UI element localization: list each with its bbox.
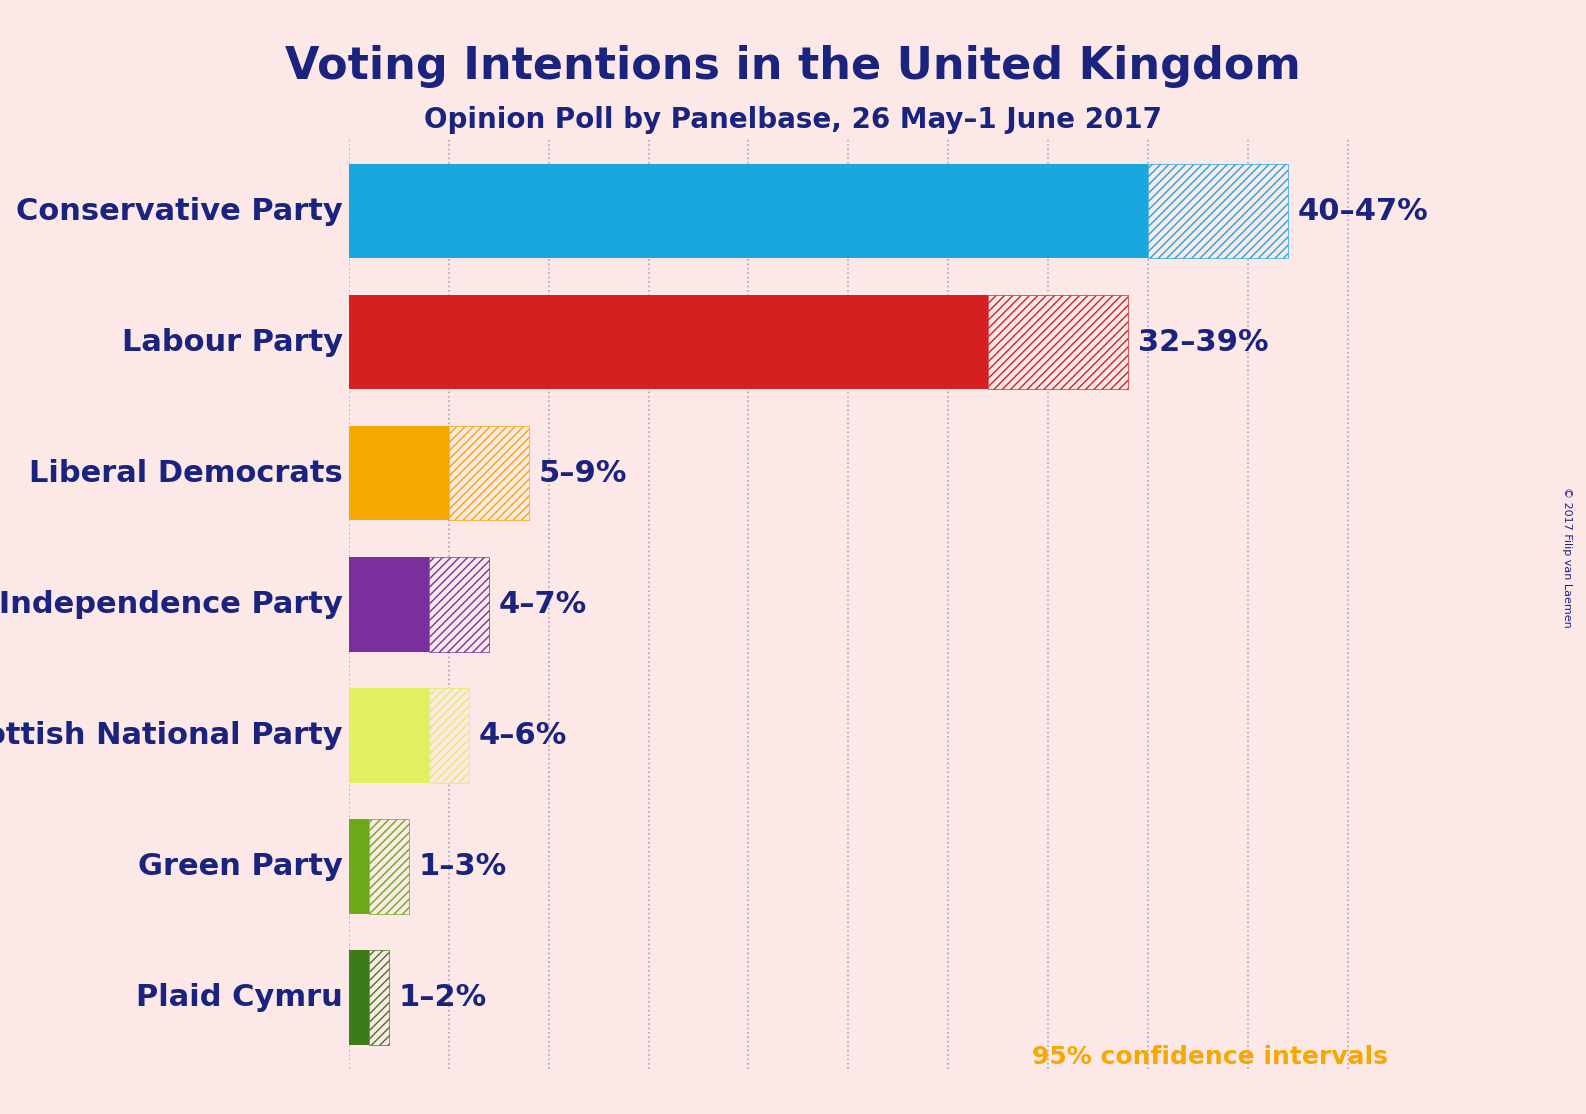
Text: 4–7%: 4–7%	[498, 589, 587, 619]
Bar	[1148, 164, 1288, 258]
Bar	[449, 427, 528, 520]
Bar	[988, 295, 1128, 390]
Text: 1–2%: 1–2%	[398, 983, 487, 1012]
Text: © 2017 Filip van Laemen: © 2017 Filip van Laemen	[1562, 487, 1572, 627]
Bar	[370, 950, 389, 1045]
Bar	[370, 819, 409, 913]
Bar	[1148, 164, 1288, 258]
Bar	[428, 557, 488, 652]
Bar	[349, 950, 370, 1045]
Bar	[349, 164, 1148, 258]
Text: Opinion Poll by Panelbase, 26 May–1 June 2017: Opinion Poll by Panelbase, 26 May–1 June…	[423, 106, 1163, 134]
Text: Liberal Democrats: Liberal Democrats	[29, 459, 343, 488]
Bar	[428, 557, 488, 652]
Text: Voting Intentions in the United Kingdom: Voting Intentions in the United Kingdom	[285, 45, 1301, 88]
Text: Plaid Cymru: Plaid Cymru	[136, 983, 343, 1012]
Text: Green Party: Green Party	[138, 852, 343, 881]
Text: 4–6%: 4–6%	[479, 721, 568, 750]
Bar	[370, 950, 389, 1045]
Bar	[349, 688, 428, 782]
Text: UK Independence Party: UK Independence Party	[0, 589, 343, 619]
Bar	[428, 688, 469, 782]
Text: 1–3%: 1–3%	[419, 852, 508, 881]
Text: 5–9%: 5–9%	[539, 459, 626, 488]
Bar	[428, 688, 469, 782]
Text: Scottish National Party: Scottish National Party	[0, 721, 343, 750]
Bar	[349, 295, 988, 390]
Text: 95% confidence intervals: 95% confidence intervals	[1032, 1045, 1388, 1069]
Text: Conservative Party: Conservative Party	[16, 197, 343, 226]
Text: 32–39%: 32–39%	[1139, 328, 1269, 356]
Text: 40–47%: 40–47%	[1297, 197, 1429, 226]
Bar	[349, 557, 428, 652]
Bar	[349, 427, 449, 520]
Bar	[449, 427, 528, 520]
Bar	[370, 819, 409, 913]
Bar	[349, 819, 370, 913]
Bar	[988, 295, 1128, 390]
Text: Labour Party: Labour Party	[122, 328, 343, 356]
